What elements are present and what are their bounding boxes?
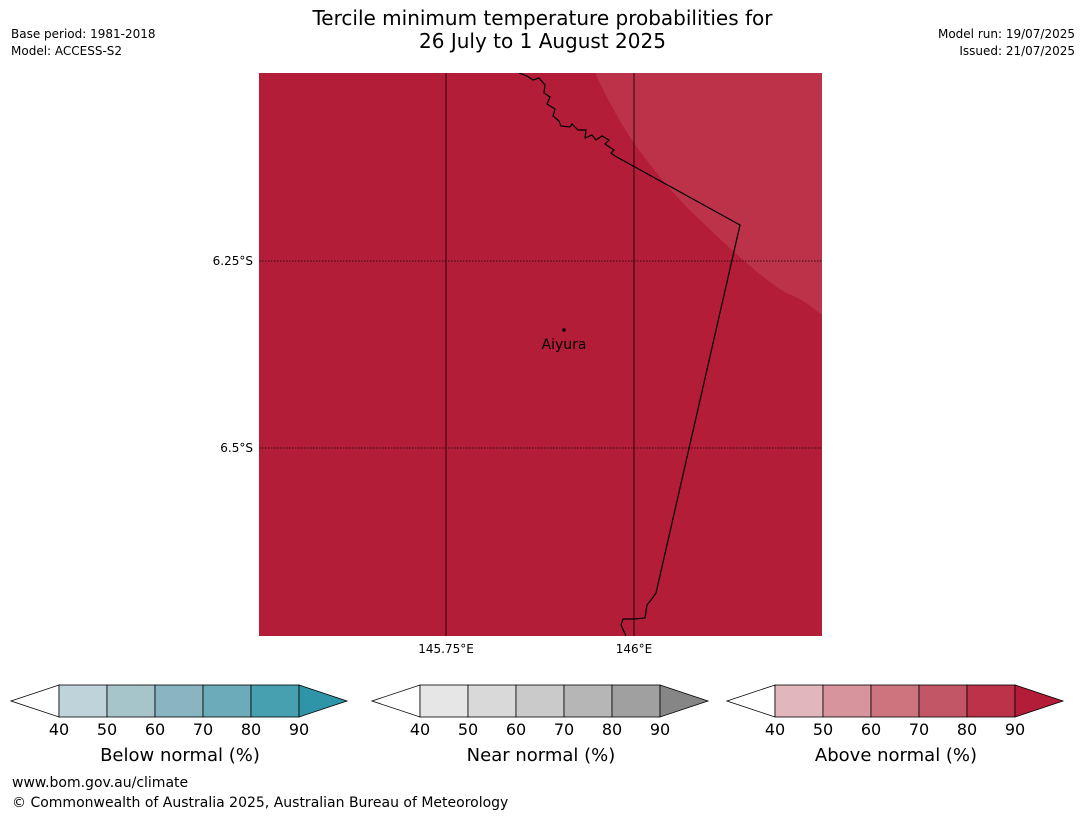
- colorbar-right-arrow: [298, 684, 349, 718]
- colorbar-right-arrow: [1014, 684, 1065, 718]
- header-meta-left: Base period: 1981-2018 Model: ACCESS-S2: [11, 26, 156, 60]
- copyright-text: © Commonwealth of Australia 2025, Austra…: [12, 795, 509, 811]
- colorbar-segment-40-50: [419, 684, 469, 718]
- legend-near-normal: 40 50 60 70 80 90 Near normal (%): [371, 684, 711, 774]
- colorbar-segment-40-50: [774, 684, 824, 718]
- place-marker: [562, 328, 566, 332]
- legend-tick-40: 40: [764, 720, 786, 739]
- colorbar-segment-70-80: [202, 684, 252, 718]
- colorbar-segment-40-50: [58, 684, 108, 718]
- map-canvas: [259, 73, 822, 636]
- colorbar-below-normal: [10, 684, 349, 718]
- legend-tick-80: 80: [601, 720, 623, 739]
- legend-tick-90: 90: [288, 720, 310, 739]
- legend-tick-60: 60: [505, 720, 527, 739]
- probability-fill-80: [595, 73, 822, 315]
- legend-tick-60: 60: [860, 720, 882, 739]
- colorbar-segment-80-90: [966, 684, 1016, 718]
- legend-tick-80: 80: [240, 720, 262, 739]
- colorbar-segment-80-90: [611, 684, 661, 718]
- colorbar-segment-60-70: [870, 684, 920, 718]
- legend-tick-90: 90: [649, 720, 671, 739]
- colorbar-right-arrow: [659, 684, 710, 718]
- map-panel: Aiyura: [259, 73, 822, 636]
- model-text: Model: ACCESS-S2: [11, 44, 123, 58]
- place-label: Aiyura: [541, 337, 587, 353]
- legend-title-below-normal: Below normal (%): [100, 745, 260, 766]
- legend-title-above-normal: Above normal (%): [814, 745, 978, 766]
- lon-label-146: 146°E: [615, 642, 653, 656]
- issued-text: Issued: 21/07/2025: [959, 44, 1075, 58]
- colorbar-left-arrow: [10, 684, 60, 718]
- map-title: Tercile minimum temperature probabilitie…: [0, 7, 1085, 53]
- title-line-1: Tercile minimum temperature probabilitie…: [312, 6, 773, 30]
- colorbar-segment-50-60: [467, 684, 517, 718]
- website-link[interactable]: www.bom.gov.au/climate: [12, 775, 189, 791]
- legend-tick-40: 40: [409, 720, 431, 739]
- legend-tick-40: 40: [48, 720, 70, 739]
- legend-tick-70: 70: [192, 720, 214, 739]
- colorbar-left-arrow: [371, 684, 421, 718]
- legend-tick-80: 80: [956, 720, 978, 739]
- legend-below-normal: 40 50 60 70 80 90 Below normal (%): [10, 684, 350, 774]
- legend-tick-50: 50: [812, 720, 834, 739]
- colorbar-above-normal: [726, 684, 1065, 718]
- lon-label-145-75: 145.75°E: [418, 642, 474, 656]
- legend-title-near-normal: Near normal (%): [466, 745, 616, 766]
- legend-tick-70: 70: [908, 720, 930, 739]
- colorbar-near-normal: [371, 684, 710, 718]
- title-line-2: 26 July to 1 August 2025: [419, 29, 666, 53]
- colorbar-segment-60-70: [515, 684, 565, 718]
- colorbar-segment-70-80: [563, 684, 613, 718]
- colorbar-segment-80-90: [250, 684, 300, 718]
- header-meta-right: Model run: 19/07/2025 Issued: 21/07/2025: [938, 26, 1075, 60]
- colorbar-segment-50-60: [822, 684, 872, 718]
- legend-tick-90: 90: [1004, 720, 1026, 739]
- lat-label-6-5: 6.5°S: [220, 441, 253, 455]
- colorbar-segment-70-80: [918, 684, 968, 718]
- legend-tick-50: 50: [96, 720, 118, 739]
- legend-tick-60: 60: [144, 720, 166, 739]
- colorbar-left-arrow: [726, 684, 776, 718]
- colorbar-segment-50-60: [106, 684, 156, 718]
- legend-tick-70: 70: [553, 720, 575, 739]
- lat-label-6-25: 6.25°S: [212, 254, 253, 268]
- colorbar-segment-60-70: [154, 684, 204, 718]
- legend-above-normal: 40 50 60 70 80 90 Above normal (%): [726, 684, 1066, 774]
- base-period-text: Base period: 1981-2018: [11, 27, 156, 41]
- border-line: [518, 73, 741, 636]
- legend-tick-50: 50: [457, 720, 479, 739]
- model-run-text: Model run: 19/07/2025: [937, 27, 1075, 41]
